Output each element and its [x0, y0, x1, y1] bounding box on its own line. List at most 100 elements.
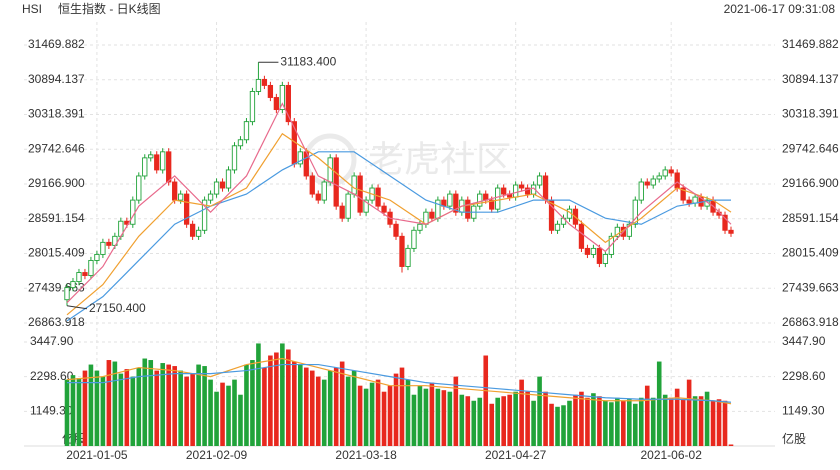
volume-bar: [70, 375, 76, 446]
candle-body: [722, 214, 728, 231]
volume-bar: [64, 379, 70, 446]
volume-bar: [513, 391, 518, 446]
volume-bar: [441, 390, 447, 446]
volume-bar: [555, 406, 560, 446]
candle-body: [399, 235, 405, 267]
candle-body: [650, 178, 656, 186]
candle-body: [357, 175, 363, 213]
y-tick-label-right: 30318.391: [782, 107, 839, 121]
volume-bar: [609, 402, 614, 446]
candle-body: [261, 78, 268, 86]
volume-bar: [118, 373, 124, 446]
volume-bar: [603, 400, 608, 446]
y-tick-label-right: 26863.918: [782, 315, 839, 329]
candle-body: [393, 223, 399, 237]
candle-body: [309, 175, 315, 195]
moving-average-line: [66, 151, 731, 322]
volume-bar: [411, 394, 417, 446]
volume-bar: [238, 394, 243, 446]
volume-bar: [280, 343, 285, 446]
volume-bar: [339, 361, 345, 446]
volume-bar: [297, 364, 303, 446]
volume-bar: [190, 373, 195, 446]
candle-body: [465, 199, 471, 219]
volume-bar: [495, 397, 501, 446]
candle-body: [626, 223, 632, 237]
candle-body: [686, 199, 692, 204]
volume-bar: [429, 382, 435, 446]
volume-bar: [202, 366, 207, 446]
volume-bar: [250, 360, 255, 446]
x-tick-label: 2021-06-02: [640, 448, 702, 462]
volume-bar: [321, 379, 327, 446]
volume-bar: [405, 379, 411, 446]
volume-bar: [94, 370, 100, 446]
volume-bar: [399, 367, 405, 446]
candle-body: [435, 199, 441, 219]
volume-bar: [537, 376, 542, 446]
volume-bar: [519, 379, 524, 446]
volume-bar: [208, 379, 213, 446]
volume-bar: [124, 369, 130, 446]
volume-bar: [351, 370, 357, 446]
candle-body: [333, 157, 339, 207]
candle-body: [495, 187, 501, 210]
plot: 2021-01-05 2021-02-09 2021-03-18 2021-04-27…: [24, 22, 839, 462]
volume-bar: [82, 370, 88, 446]
volume-bar: [489, 403, 495, 446]
candle-body: [656, 175, 662, 180]
candle-body: [417, 223, 423, 231]
candle-body: [339, 205, 345, 219]
volume-bar: [674, 388, 680, 446]
candle-body: [536, 175, 543, 186]
volume-bar: [148, 360, 154, 446]
y-tick-label-right: 31469.882: [782, 37, 839, 51]
volume-bar: [315, 376, 321, 446]
volume-bar: [579, 391, 584, 446]
volume-bar: [160, 363, 166, 446]
volume-bar: [656, 361, 662, 446]
candle-body: [477, 193, 483, 207]
volume-bar: [507, 394, 512, 446]
volume-bar: [453, 376, 459, 446]
volume-bar: [423, 388, 429, 446]
volume-bar: [375, 379, 381, 446]
candle-body: [213, 181, 220, 195]
candle-body: [297, 151, 303, 165]
candle-body: [584, 247, 591, 255]
candle-body: [423, 211, 429, 225]
y-tick-label-right: 30894.137: [782, 72, 839, 86]
candle-body: [195, 229, 202, 237]
candle-body: [100, 241, 106, 255]
volume-bar: [435, 388, 441, 446]
y-tick-label: 2298.60: [30, 369, 74, 383]
x-tick-label: 2021-01-05: [66, 448, 128, 462]
volume-bar: [393, 373, 399, 446]
volume-bar: [327, 370, 333, 446]
watermark-text: 老虎社区: [368, 139, 512, 180]
volume-bar: [172, 366, 177, 446]
volume-bar: [632, 403, 638, 446]
y-tick-label: 31469.882: [28, 37, 85, 51]
datetime: 2021-06-17 09:31:08: [724, 2, 836, 16]
volume-bar: [549, 403, 554, 446]
candle-body: [136, 175, 142, 201]
volume-bar: [214, 391, 219, 446]
chart-title: 恒生指数 - 日K线图: [58, 1, 161, 16]
candle-body: [160, 151, 166, 171]
volume-bar: [627, 399, 632, 446]
volume-bar: [525, 391, 530, 446]
volume-bar: [543, 391, 548, 446]
volume-bar: [716, 399, 722, 446]
candle-body: [596, 247, 603, 264]
candle-body: [154, 154, 160, 171]
y-tick-label-right: 3447.90: [782, 334, 826, 348]
volume-bar: [722, 400, 728, 446]
volume-bar: [196, 364, 201, 446]
annotation-label: 31183.400: [280, 54, 336, 68]
volume-bar: [357, 385, 363, 446]
candle-body: [662, 169, 668, 177]
volume-bar: [459, 394, 465, 446]
volume-bar: [178, 370, 183, 446]
